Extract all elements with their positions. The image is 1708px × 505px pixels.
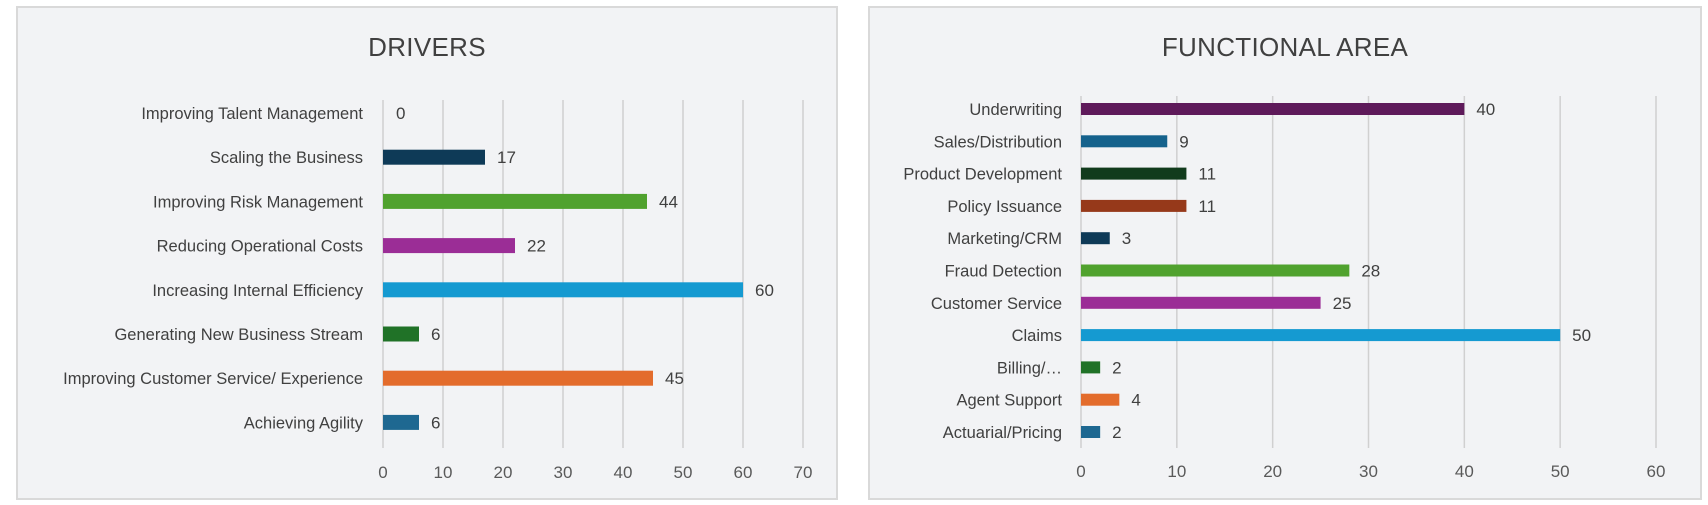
category-label: Underwriting <box>969 101 1062 119</box>
x-tick-label: 60 <box>734 463 753 482</box>
bar <box>383 370 653 386</box>
bar <box>1081 361 1101 374</box>
category-label: Actuarial/Pricing <box>943 424 1062 442</box>
bar <box>383 414 419 430</box>
chart-title: FUNCTIONAL AREA <box>1161 32 1409 62</box>
x-tick-label: 20 <box>494 463 513 482</box>
bar <box>383 193 647 209</box>
functional-area-chart: FUNCTIONAL AREA 0 10 20 30 40 50 60 Underwritin… <box>868 6 1702 500</box>
category-label: Improving Risk Management <box>153 193 363 211</box>
bar <box>1081 199 1187 212</box>
x-tick-label: 50 <box>674 463 693 482</box>
bar <box>1081 329 1561 342</box>
data-label: 60 <box>755 281 774 300</box>
data-label: 25 <box>1333 294 1352 313</box>
category-label: Reducing Operational Costs <box>157 238 363 256</box>
x-tick-label: 30 <box>1359 462 1378 481</box>
bar <box>1081 232 1110 245</box>
x-tick-label: 30 <box>554 463 573 482</box>
data-label: 0 <box>396 104 405 123</box>
data-label: 9 <box>1179 132 1188 151</box>
bar <box>1081 135 1168 148</box>
x-tick-label: 50 <box>1551 462 1570 481</box>
category-label: Achieving Agility <box>244 414 364 432</box>
x-tick-label: 40 <box>1455 462 1474 481</box>
category-label: Sales/Distribution <box>934 133 1062 151</box>
data-label: 40 <box>1476 100 1495 119</box>
bar <box>383 326 419 342</box>
data-label: 2 <box>1112 423 1121 442</box>
data-label: 44 <box>659 192 678 211</box>
data-label: 2 <box>1112 358 1121 377</box>
drivers-chart: DRIVERS 0 10 20 30 40 50 60 70 Improving Talent … <box>16 6 838 500</box>
chart-title: DRIVERS <box>368 32 486 62</box>
x-tick-label: 70 <box>794 463 813 482</box>
data-label: 4 <box>1131 391 1140 410</box>
x-tick-label: 20 <box>1263 462 1282 481</box>
category-label: Generating New Business Stream <box>114 326 363 344</box>
category-label: Improving Talent Management <box>141 105 363 123</box>
category-label: Scaling the Business <box>210 149 363 167</box>
category-label: Improving Customer Service/ Experience <box>63 370 363 388</box>
category-label: Claims <box>1012 327 1062 345</box>
x-tick-label: 0 <box>378 463 387 482</box>
bar <box>1081 426 1101 438</box>
x-tick-label: 10 <box>434 463 453 482</box>
data-label: 6 <box>431 325 440 344</box>
bar <box>1081 296 1321 309</box>
data-label: 28 <box>1361 262 1380 281</box>
x-tick-label: 60 <box>1647 462 1666 481</box>
bar <box>1081 264 1350 277</box>
category-label: Marketing/CRM <box>947 230 1062 248</box>
bar <box>383 149 485 165</box>
bar <box>1081 393 1120 406</box>
data-label: 6 <box>431 413 440 432</box>
bar <box>383 238 515 254</box>
x-tick-label: 40 <box>614 463 633 482</box>
bar <box>383 282 743 298</box>
data-label: 11 <box>1198 197 1216 216</box>
category-label: Increasing Internal Efficiency <box>152 282 363 300</box>
x-tick-label: 10 <box>1167 462 1186 481</box>
data-label: 11 <box>1198 165 1216 184</box>
category-label: Product Development <box>903 166 1062 184</box>
category-label: Billing/… <box>997 359 1062 377</box>
bar <box>1081 167 1187 180</box>
category-label: Fraud Detection <box>945 263 1062 281</box>
functional-area-plot: 0 10 20 30 40 50 60 Underwriting 40 Sales/Distrib… <box>903 96 1666 481</box>
bar <box>1081 103 1465 115</box>
category-label: Agent Support <box>957 392 1063 410</box>
category-label: Policy Issuance <box>947 198 1062 216</box>
x-tick-label: 0 <box>1076 462 1085 481</box>
data-label: 22 <box>527 237 546 256</box>
data-label: 17 <box>497 148 516 167</box>
data-label: 45 <box>665 369 684 388</box>
data-label: 50 <box>1572 326 1591 345</box>
category-label: Customer Service <box>931 295 1062 313</box>
data-label: 3 <box>1122 229 1131 248</box>
